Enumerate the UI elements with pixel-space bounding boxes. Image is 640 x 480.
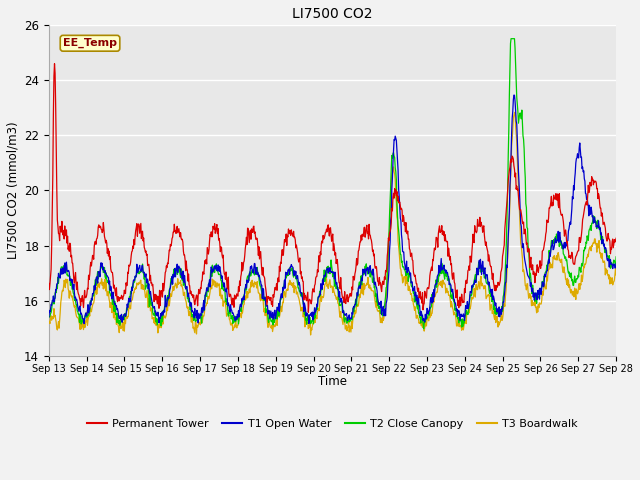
Legend: Permanent Tower, T1 Open Water, T2 Close Canopy, T3 Boardwalk: Permanent Tower, T1 Open Water, T2 Close… xyxy=(83,414,582,433)
Title: LI7500 CO2: LI7500 CO2 xyxy=(292,7,372,21)
X-axis label: Time: Time xyxy=(318,375,347,388)
Y-axis label: LI7500 CO2 (mmol/m3): LI7500 CO2 (mmol/m3) xyxy=(7,121,20,259)
Text: EE_Temp: EE_Temp xyxy=(63,38,117,48)
